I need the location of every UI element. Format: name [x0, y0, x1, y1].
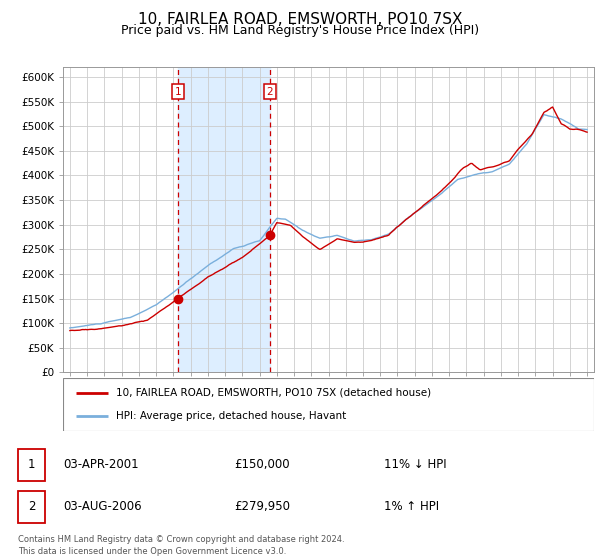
Text: Price paid vs. HM Land Registry's House Price Index (HPI): Price paid vs. HM Land Registry's House …	[121, 24, 479, 36]
Text: £150,000: £150,000	[234, 458, 290, 472]
Text: 03-APR-2001: 03-APR-2001	[63, 458, 139, 472]
FancyBboxPatch shape	[63, 378, 594, 431]
Text: 2: 2	[28, 500, 35, 514]
Text: 11% ↓ HPI: 11% ↓ HPI	[384, 458, 446, 472]
Text: 10, FAIRLEA ROAD, EMSWORTH, PO10 7SX (detached house): 10, FAIRLEA ROAD, EMSWORTH, PO10 7SX (de…	[116, 388, 431, 398]
Text: 03-AUG-2006: 03-AUG-2006	[63, 500, 142, 514]
Text: £279,950: £279,950	[234, 500, 290, 514]
Text: 10, FAIRLEA ROAD, EMSWORTH, PO10 7SX: 10, FAIRLEA ROAD, EMSWORTH, PO10 7SX	[138, 12, 462, 27]
Text: 1: 1	[28, 458, 35, 472]
Text: 1: 1	[175, 87, 181, 97]
Text: 1% ↑ HPI: 1% ↑ HPI	[384, 500, 439, 514]
Text: HPI: Average price, detached house, Havant: HPI: Average price, detached house, Hava…	[116, 411, 346, 421]
Text: Contains HM Land Registry data © Crown copyright and database right 2024.
This d: Contains HM Land Registry data © Crown c…	[18, 535, 344, 556]
Text: 2: 2	[266, 87, 273, 97]
